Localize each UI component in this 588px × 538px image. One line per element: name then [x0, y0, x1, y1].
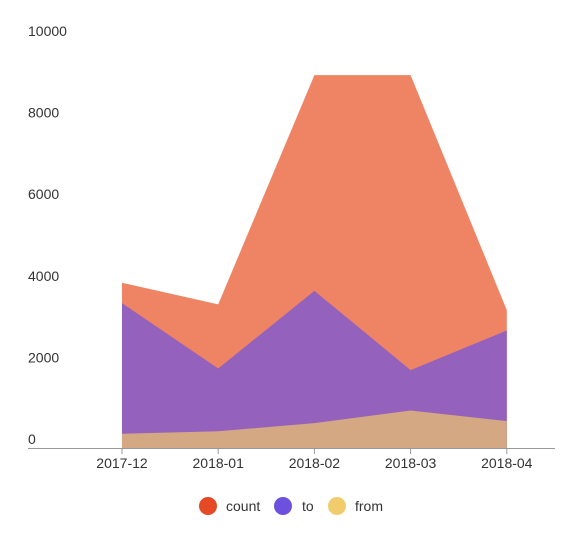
x-tick-label: 2018-02 [289, 455, 341, 471]
area-count [122, 75, 507, 448]
y-tick-label: 4000 [28, 268, 59, 284]
legend-swatch-to [274, 497, 292, 515]
legend-label-from: from [355, 498, 383, 514]
x-tick-label: 2018-03 [385, 455, 437, 471]
legend-label-count: count [226, 498, 260, 514]
y-tick-label: 0 [28, 431, 36, 447]
legend-item-from[interactable]: from [328, 497, 383, 515]
area-from [122, 410, 507, 448]
legend-swatch-count [199, 497, 217, 515]
legend: count to from [199, 497, 383, 515]
y-tick-label: 8000 [28, 105, 59, 121]
x-axis-ticks: 2017-12 2018-01 2018-02 2018-03 2018-04 [96, 448, 533, 471]
legend-swatch-from [328, 497, 346, 515]
x-tick-label: 2018-01 [193, 455, 245, 471]
x-tick-label: 2017-12 [96, 455, 148, 471]
area-to [122, 290, 507, 448]
legend-label-to: to [302, 498, 314, 514]
y-tick-label: 2000 [28, 349, 59, 365]
legend-item-count[interactable]: count [199, 497, 260, 515]
legend-item-to[interactable]: to [274, 497, 314, 515]
y-axis-ticks: 0 2000 4000 6000 8000 10000 [28, 23, 67, 447]
plot-area [122, 75, 507, 448]
y-tick-label: 6000 [28, 186, 59, 202]
x-tick-label: 2018-04 [481, 455, 533, 471]
y-tick-label: 10000 [28, 23, 67, 39]
